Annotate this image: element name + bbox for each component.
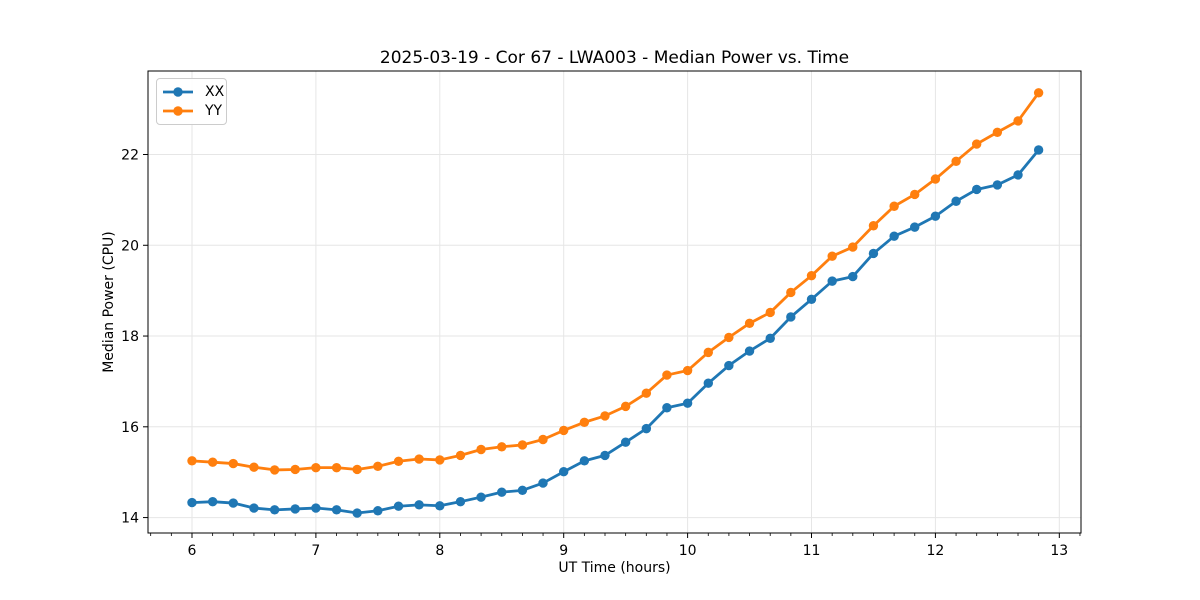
svg-text:12: 12 [926,543,944,559]
legend-item-yy: YY [162,102,223,119]
legend-label-yy: YY [205,102,223,119]
svg-text:10: 10 [679,543,697,559]
svg-text:20: 20 [121,238,139,254]
yy-line-marker-icon [163,106,193,116]
legend-label-xx: XX [205,84,225,101]
svg-text:8: 8 [435,543,444,559]
svg-text:9: 9 [559,543,568,559]
legend-item-xx: XX [162,84,225,101]
svg-text:11: 11 [803,543,821,559]
svg-text:7: 7 [311,543,320,559]
svg-text:18: 18 [121,329,139,345]
chart-title: 2025-03-19 - Cor 67 - LWA003 - Median Po… [379,48,850,68]
legend: XX YY [156,78,227,125]
svg-text:16: 16 [121,420,139,436]
x-axis-label: UT Time (hours) [558,560,671,576]
svg-text:13: 13 [1050,543,1068,559]
xx-line-marker-icon [163,87,193,97]
y-axis-label: Median Power (CPU) [101,231,117,373]
svg-text:22: 22 [121,148,139,164]
svg-text:14: 14 [121,511,139,527]
svg-text:6: 6 [188,543,197,559]
